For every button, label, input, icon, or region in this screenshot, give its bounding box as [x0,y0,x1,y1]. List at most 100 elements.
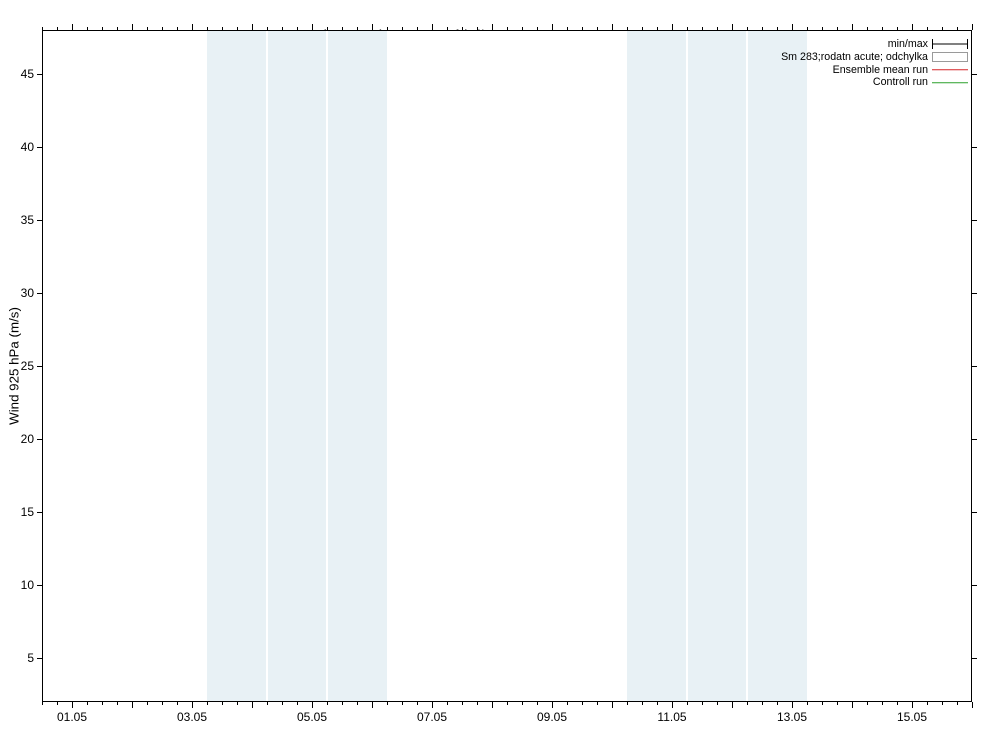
x-tick-minor [657,27,658,30]
x-tick-minor [627,702,628,705]
x-tick-minor [507,702,508,705]
x-tick-minor [117,702,118,705]
x-tick-minor [477,702,478,705]
x-tick-major [312,24,313,30]
x-tick-minor [822,27,823,30]
x-tick-minor [477,27,478,30]
x-tick-minor [387,702,388,705]
x-tick-minor [102,27,103,30]
x-tick-minor [717,27,718,30]
y-tick-mark [972,439,977,440]
x-tick-minor [522,702,523,705]
y-tick-mark [972,293,977,294]
x-tick-minor [177,27,178,30]
y-tick-mark [37,366,42,367]
plot-border-top [42,30,972,31]
x-tick-major [732,24,733,30]
x-tick-minor [882,27,883,30]
x-tick-major [192,24,193,30]
x-tick-major [72,702,73,708]
x-tick-major [132,702,133,708]
legend: min/maxSm 283;rodatn acute; odchylkaEnse… [781,38,968,89]
x-tick-major [72,24,73,30]
x-tick-minor [267,27,268,30]
x-tick-minor [147,702,148,705]
x-tick-minor [747,27,748,30]
legend-item: Controll run [781,76,968,89]
x-tick-label: 13.05 [777,710,807,724]
x-tick-minor [102,702,103,705]
x-tick-minor [567,702,568,705]
x-tick-minor [357,702,358,705]
x-tick-minor [417,27,418,30]
x-tick-minor [447,27,448,30]
x-tick-minor [687,27,688,30]
x-tick-major [492,24,493,30]
x-tick-minor [207,27,208,30]
x-tick-minor [297,27,298,30]
weekend-band-separator [686,30,688,702]
x-tick-minor [897,27,898,30]
x-tick-minor [507,27,508,30]
x-tick-minor [207,702,208,705]
x-tick-minor [957,702,958,705]
y-tick-mark [972,366,977,367]
y-tick-label: 35 [0,213,34,227]
x-tick-major [312,702,313,708]
legend-item: Sm 283;rodatn acute; odchylka [781,51,968,64]
x-tick-major [732,702,733,708]
plot-area [42,30,972,702]
x-tick-major [552,702,553,708]
y-tick-mark [37,74,42,75]
x-tick-major [252,702,253,708]
weekend-band [627,30,807,702]
x-tick-minor [867,702,868,705]
weekend-band-separator [326,30,328,702]
y-tick-mark [37,512,42,513]
x-tick-minor [342,27,343,30]
legend-item-label: Ensemble mean run [833,64,928,77]
x-tick-minor [642,702,643,705]
x-tick-major [372,702,373,708]
x-tick-major [972,702,973,708]
y-tick-mark [37,293,42,294]
legend-swatch [932,39,968,49]
x-tick-major [492,702,493,708]
x-tick-minor [807,27,808,30]
x-tick-minor [642,27,643,30]
x-tick-minor [897,702,898,705]
x-tick-minor [567,27,568,30]
y-tick-mark [972,220,977,221]
x-tick-minor [357,27,358,30]
x-tick-major [612,24,613,30]
x-tick-minor [462,702,463,705]
x-tick-minor [762,27,763,30]
x-tick-minor [627,27,628,30]
x-tick-minor [762,702,763,705]
x-tick-minor [237,702,238,705]
x-tick-minor [657,702,658,705]
x-tick-major [252,24,253,30]
y-tick-mark [37,439,42,440]
x-tick-minor [402,27,403,30]
x-tick-minor [537,702,538,705]
x-tick-minor [942,702,943,705]
x-tick-label: 03.05 [177,710,207,724]
x-tick-minor [822,702,823,705]
x-tick-minor [267,702,268,705]
x-tick-minor [777,702,778,705]
legend-item-label: min/max [888,38,928,51]
y-tick-mark [37,220,42,221]
y-tick-mark [37,585,42,586]
x-tick-major [192,702,193,708]
x-tick-major [852,702,853,708]
x-tick-minor [447,702,448,705]
x-tick-minor [282,702,283,705]
x-tick-minor [402,702,403,705]
x-tick-minor [342,702,343,705]
y-tick-label: 15 [0,505,34,519]
x-tick-minor [702,27,703,30]
x-tick-major [912,24,913,30]
chart-container: GENS Time Series Vídeň acute;t. 30.04.20… [0,0,1000,733]
x-tick-minor [597,702,598,705]
